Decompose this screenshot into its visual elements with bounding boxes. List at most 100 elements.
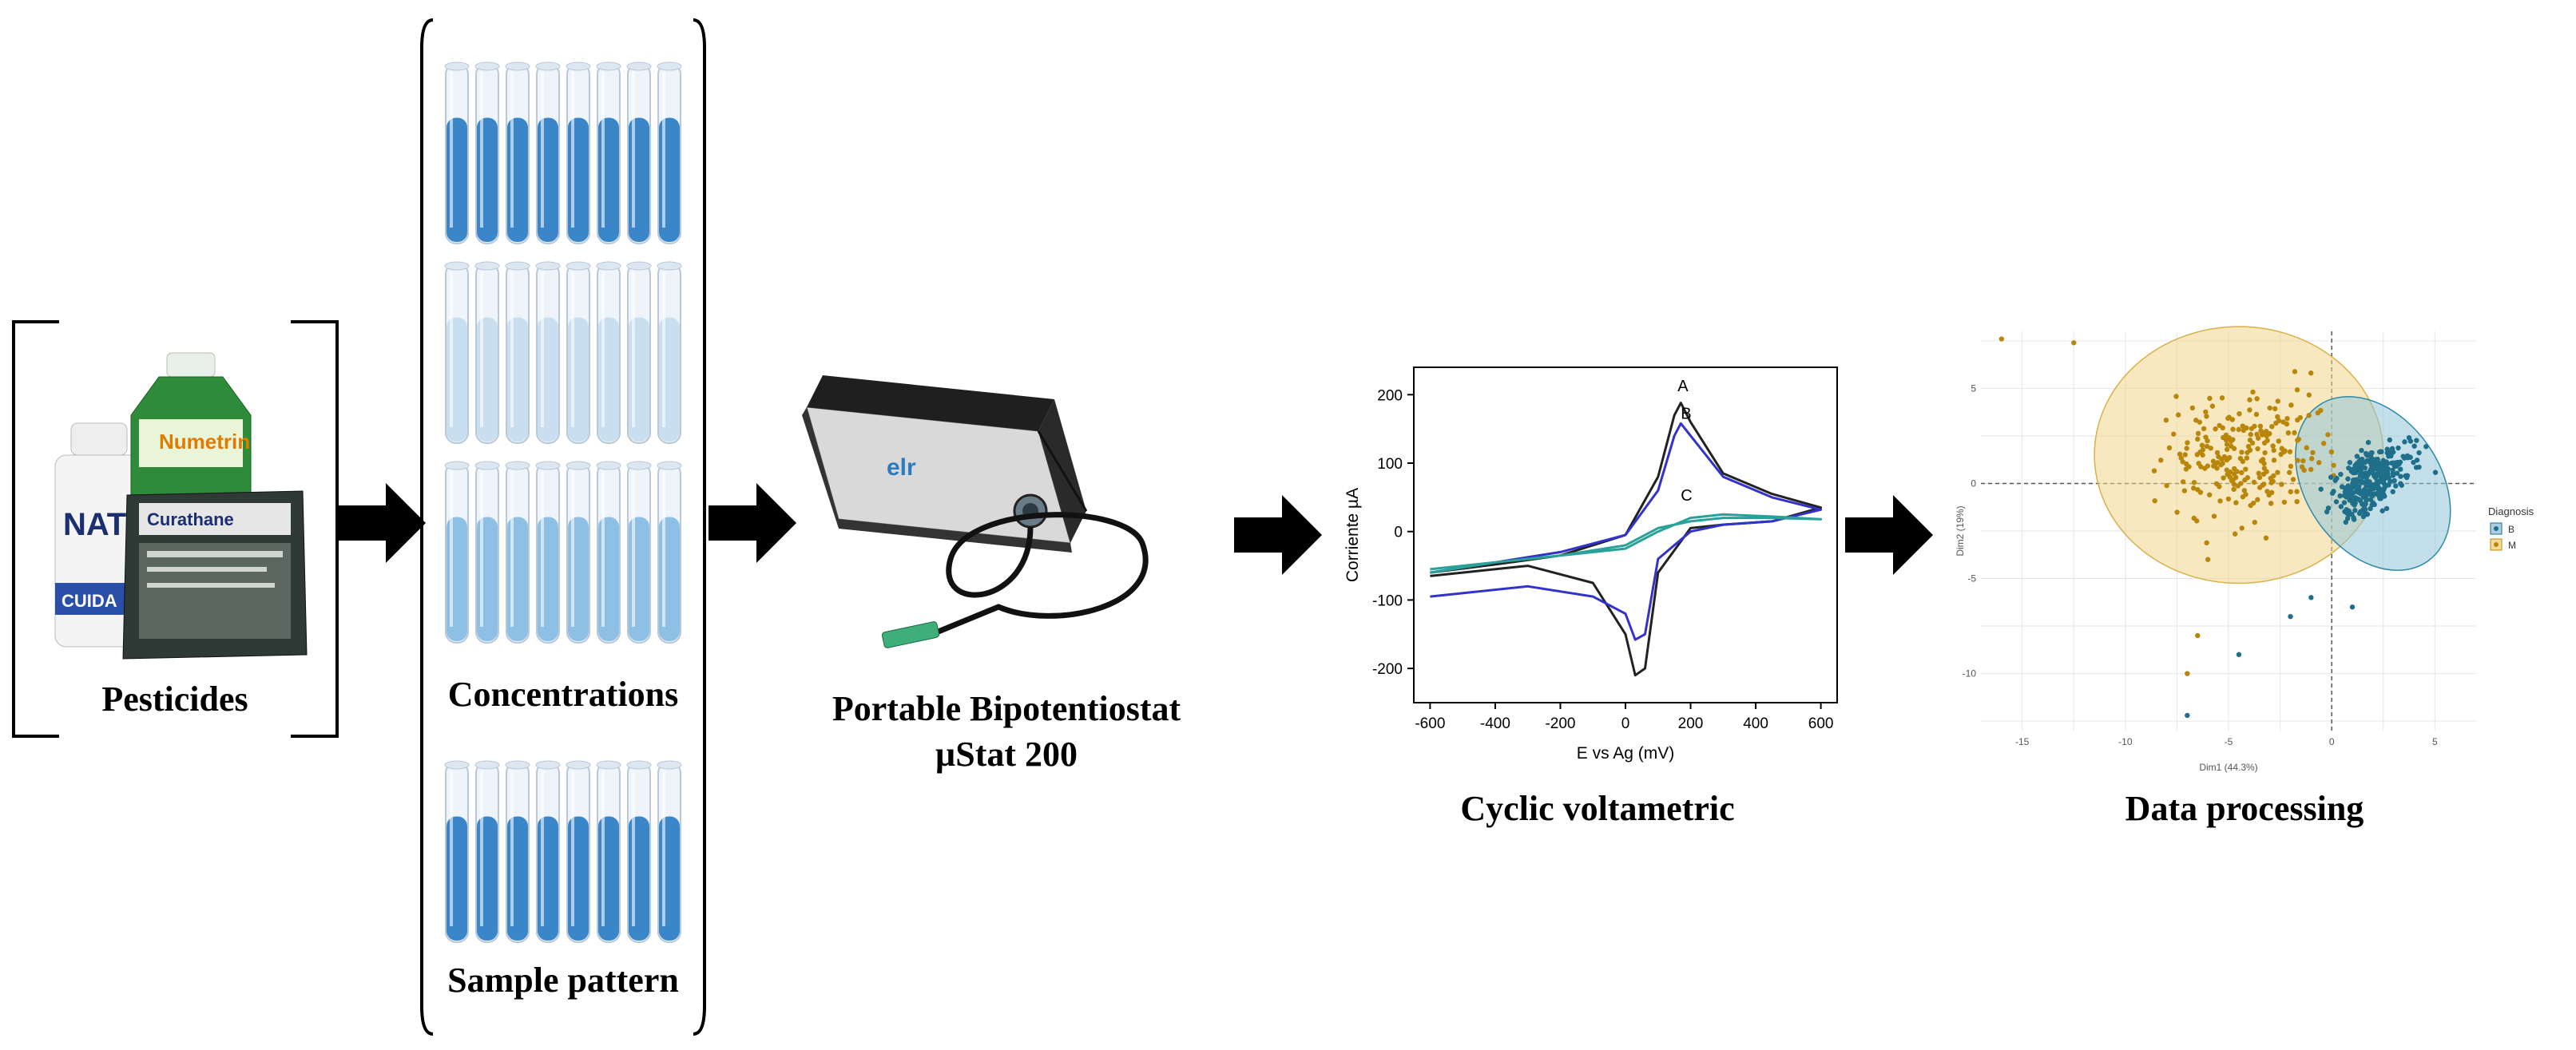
curathane-text: Curathane xyxy=(147,509,234,529)
pca-point-m xyxy=(2195,436,2201,442)
pca-point-b xyxy=(2405,454,2411,461)
pca-point-m xyxy=(2256,474,2263,481)
pca-point-m xyxy=(2243,492,2249,497)
pca-point-b xyxy=(2423,444,2429,450)
pca-point-b xyxy=(2400,454,2406,459)
cv-series-line-B xyxy=(1430,422,1823,641)
cyclic-voltammetry-chart: -600 -400 -200 0 200 400 600 200 100 0 -100 -200 AB… xyxy=(1344,367,1838,763)
pca-point-m xyxy=(2194,518,2200,524)
cv-series-line-A xyxy=(1430,402,1823,677)
pca-point-m xyxy=(2295,458,2300,463)
pca-point-m xyxy=(2262,450,2268,456)
pca-point-m xyxy=(2280,449,2287,455)
pca-point-b xyxy=(2344,490,2350,497)
concentrations-label: Concentrations xyxy=(447,675,679,714)
pca-point-b xyxy=(2362,460,2368,466)
cv-y-tick-label: 100 xyxy=(1377,456,1403,473)
pca-point-m xyxy=(2175,412,2181,418)
test-tube xyxy=(444,261,470,444)
pca-point-b xyxy=(2379,476,2384,481)
pca-point-m xyxy=(2238,481,2244,486)
pca-point-m xyxy=(2263,535,2269,541)
pca-point-b xyxy=(2380,508,2385,513)
pca-point-m xyxy=(2189,405,2196,411)
test-tube xyxy=(505,461,530,644)
pca-point-m xyxy=(2318,407,2324,414)
pca-point-b xyxy=(2328,474,2334,480)
pca-point-b xyxy=(2358,478,2364,484)
pca-point-m xyxy=(2279,481,2284,487)
pca-point-m xyxy=(2195,632,2201,639)
pca-point-m xyxy=(2178,455,2184,461)
pca-point-m xyxy=(2258,428,2264,434)
pca-point-b xyxy=(2362,512,2368,517)
pca-point-m xyxy=(2174,509,2180,515)
pca-point-m xyxy=(2310,450,2316,456)
pca-point-b xyxy=(2384,470,2391,475)
pca-point-b xyxy=(2379,449,2384,454)
pca-point-m xyxy=(2284,416,2290,422)
pca-point-b xyxy=(2344,494,2349,500)
pca-point-m xyxy=(2204,414,2209,419)
pca-point-b xyxy=(2343,519,2349,525)
pca-point-m xyxy=(2233,474,2239,481)
pca-point-m xyxy=(2328,449,2335,455)
pca-legend-b: B xyxy=(2508,524,2514,535)
pca-point-b xyxy=(2386,482,2391,488)
pca-point-m xyxy=(2244,455,2250,461)
pca-point-b xyxy=(2395,445,2401,451)
pca-point-m xyxy=(2267,405,2272,411)
pca-point-m xyxy=(2234,469,2240,474)
pca-point-m xyxy=(2239,525,2245,531)
pca-point-m xyxy=(2220,461,2225,466)
pca-point-m xyxy=(2199,442,2205,448)
pca-point-m xyxy=(2224,446,2230,453)
pca-point-m xyxy=(2231,446,2237,451)
pca-point-b xyxy=(2398,481,2403,486)
pca-point-m xyxy=(2239,450,2245,455)
pca-point-m xyxy=(2229,417,2236,422)
pca-point-m xyxy=(2288,402,2294,408)
device-label-line2: µStat 200 xyxy=(935,735,1078,774)
pca-point-b xyxy=(2362,465,2368,471)
pca-point-b xyxy=(2332,477,2338,483)
pca-point-m xyxy=(2271,473,2276,479)
pca-point-b xyxy=(2341,500,2348,505)
pca-point-b xyxy=(2411,459,2416,466)
pca-point-m xyxy=(2239,470,2245,476)
pca-point-b xyxy=(2364,472,2370,477)
pca-point-m xyxy=(2300,458,2306,464)
pca-point-m xyxy=(2288,463,2294,470)
pca-point-m xyxy=(2219,395,2225,401)
test-tube xyxy=(657,760,682,943)
sample-pattern-label: Sample pattern xyxy=(447,961,679,1000)
pca-point-b xyxy=(2363,501,2368,507)
pca-point-m xyxy=(2211,463,2217,469)
test-tube xyxy=(474,760,500,943)
pca-point-b xyxy=(2371,482,2376,488)
pca-point-m xyxy=(2196,461,2201,466)
pca-point-b xyxy=(2394,470,2400,476)
pca-point-m xyxy=(2271,458,2277,463)
pca-scatter-chart: -15 -10 -5 0 5 5 0 -5 -10 Dim1 (44.3%) Dim2 (19%… xyxy=(1955,326,2534,773)
pca-point-b xyxy=(2358,467,2364,473)
pca-point-m xyxy=(2231,486,2237,493)
pca-point-m xyxy=(2264,438,2270,443)
pesticides-bracket xyxy=(12,320,339,738)
pca-point-m xyxy=(2152,497,2157,504)
pca-x-tick-label: -10 xyxy=(2118,736,2133,747)
test-tube xyxy=(626,461,652,644)
test-tube xyxy=(596,461,621,644)
pca-point-m xyxy=(2240,458,2246,465)
pca-point-b xyxy=(2358,457,2364,462)
pca-point-m xyxy=(2260,482,2265,488)
pca-point-m xyxy=(2164,482,2169,489)
test-tube xyxy=(535,261,561,444)
pca-point-b xyxy=(2414,438,2419,443)
test-tube xyxy=(566,61,591,244)
pca-point-m xyxy=(2269,423,2275,430)
potentiostat-image: elr xyxy=(802,375,1149,648)
pca-point-m xyxy=(2233,500,2239,505)
pca-point-b xyxy=(2386,454,2391,459)
pca-point-m xyxy=(2208,446,2213,451)
